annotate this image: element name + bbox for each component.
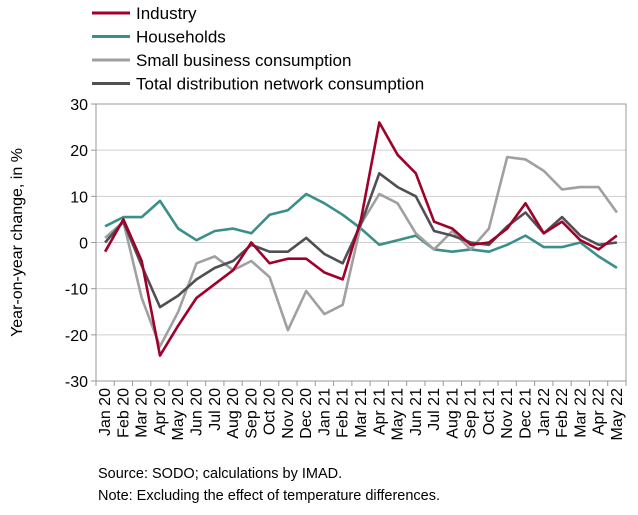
footnote: Note: Excluding the effect of temperatur… — [98, 488, 441, 504]
legend-label-households: Households — [136, 28, 226, 47]
x-tick-label: Apr 20 — [152, 388, 169, 435]
x-tick-label: May 22 — [609, 388, 626, 441]
source-note: Source: SODO; calculations by IMAD. — [98, 466, 343, 482]
x-axis: Jan 20 Feb 20 Mar 20 Apr 20 May 20 Jun 20 Jul … — [95, 381, 627, 441]
gridlines — [96, 149, 626, 336]
x-tick-label: Feb 21 — [335, 388, 352, 438]
x-tick-label: Mar 20 — [134, 388, 151, 438]
y-tick-label: -30 — [65, 374, 88, 391]
y-tick-label: -10 — [65, 282, 88, 299]
y-axis: -30 -20 -10 0 10 20 30 — [65, 97, 96, 391]
x-tick-label: Oct 21 — [481, 388, 498, 435]
x-tick-label: Jan 22 — [536, 388, 553, 436]
x-tick-label: Dec 20 — [298, 388, 315, 439]
legend: Industry Households Small business consump… — [92, 4, 424, 94]
y-tick-label: 20 — [70, 143, 88, 160]
y-tick-label: -20 — [65, 328, 88, 345]
x-tick-label: Apr 22 — [591, 388, 608, 435]
x-tick-label: Jun 21 — [408, 388, 425, 436]
x-tick-label: Mar 21 — [353, 388, 370, 438]
y-tick-label: 10 — [70, 189, 88, 206]
x-tick-label: Sep 21 — [463, 388, 480, 439]
x-tick-label: Apr 21 — [371, 388, 388, 435]
y-tick-label: 0 — [79, 236, 88, 253]
x-tick-label: Jan 21 — [316, 388, 333, 436]
x-tick-label: Dec 21 — [517, 388, 534, 439]
x-tick-label: Nov 21 — [499, 388, 516, 439]
legend-label-industry: Industry — [136, 4, 197, 23]
x-tick-label: Jan 20 — [97, 388, 114, 436]
x-tick-label: Jul 21 — [426, 388, 443, 431]
x-tick-label: Aug 21 — [444, 388, 461, 439]
legend-label-small-business-consumption: Small business consumption — [136, 51, 351, 70]
x-tick-label: Mar 22 — [572, 388, 589, 438]
x-tick-label: Jul 20 — [207, 388, 224, 431]
x-tick-label: Jun 20 — [189, 388, 206, 436]
x-tick-label: May 20 — [170, 388, 187, 441]
x-tick-label: Feb 20 — [115, 388, 132, 438]
x-tick-label: Sep 20 — [243, 388, 260, 439]
legend-label-total-distribution-network-consumption: Total distribution network consumption — [136, 75, 424, 94]
series-group — [103, 121, 618, 357]
x-tick-label: Oct 20 — [262, 388, 279, 435]
x-tick-label: Nov 20 — [280, 388, 297, 439]
series-line-industry — [103, 121, 618, 357]
y-axis-title: Year-on-year change, in % — [9, 148, 26, 337]
x-tick-label: Aug 20 — [225, 388, 242, 439]
series-line-total-distribution-network-consumption — [104, 172, 618, 309]
x-tick-label: May 21 — [390, 388, 407, 441]
x-tick-label: Feb 22 — [554, 388, 571, 438]
y-tick-label: 30 — [70, 97, 88, 114]
